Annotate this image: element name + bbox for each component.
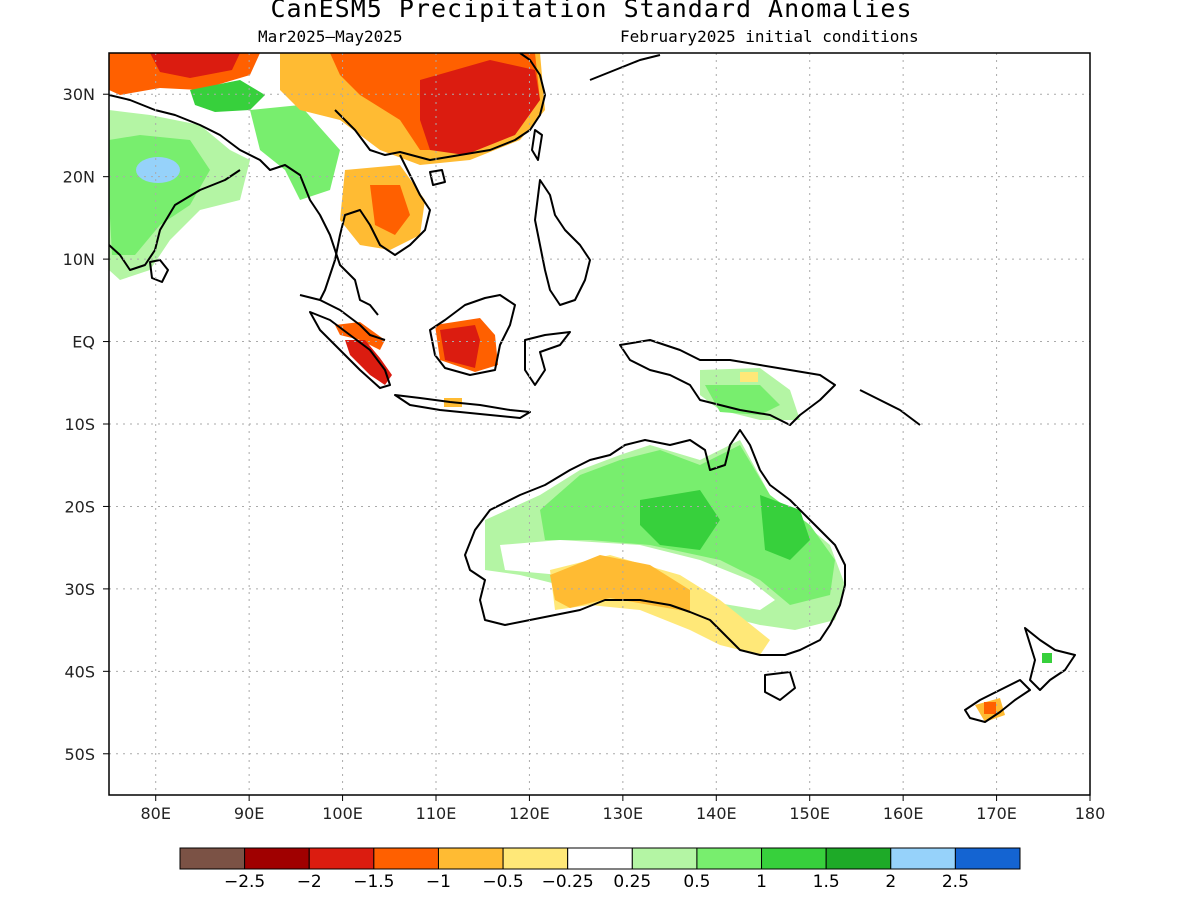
coastline-philippines bbox=[534, 179, 591, 306]
coastline-indochina bbox=[319, 154, 431, 301]
coastline-solomons bbox=[859, 389, 921, 426]
colorbar-label: 2.5 bbox=[942, 872, 969, 892]
lat-tick-label: 20S bbox=[64, 497, 95, 516]
lat-tick-label: 30N bbox=[63, 85, 95, 104]
coastline-taiwan bbox=[531, 129, 543, 161]
lat-tick-label: 30S bbox=[64, 580, 95, 599]
colorbar-label: −1.5 bbox=[353, 872, 394, 892]
coastline-nz-north bbox=[1024, 627, 1076, 691]
anomaly-china-driest bbox=[420, 60, 540, 155]
anomaly-himalaya-wet bbox=[190, 80, 265, 112]
colorbar-label: −0.5 bbox=[482, 872, 523, 892]
lat-tick-label: 40S bbox=[64, 662, 95, 681]
anomaly-sumatra-drier bbox=[345, 340, 392, 385]
colorbar-label: 0.25 bbox=[613, 872, 651, 892]
lon-tick-label: 140E bbox=[696, 804, 737, 823]
lat-tick-label: EQ bbox=[72, 333, 95, 352]
colorbar-label: −2.5 bbox=[224, 872, 265, 892]
lon-tick-label: 130E bbox=[603, 804, 644, 823]
anomaly-indochina-drier bbox=[370, 185, 410, 235]
coastline-nz-south bbox=[964, 679, 1031, 723]
colorbar-label: −2 bbox=[297, 872, 322, 892]
anomaly-borneo-drier bbox=[440, 325, 480, 368]
anomaly-burma-wet bbox=[250, 105, 340, 200]
coastlines bbox=[109, 53, 1076, 723]
axis-labels: 80E 90E 100E 110E 120E 130E 140E 150E 160E 170E 18… bbox=[63, 85, 1106, 823]
lon-tick-label: 110E bbox=[416, 804, 457, 823]
anomaly-india-wet-core bbox=[109, 135, 210, 255]
colorbar-swatch bbox=[308, 847, 375, 870]
lat-tick-label: 10N bbox=[63, 250, 95, 269]
colorbar-label: −0.25 bbox=[542, 872, 594, 892]
colorbar-swatch bbox=[761, 847, 827, 870]
colorbar: −2.5 −2 −1.5 −1 −0.5 −0.25 0.25 0.5 1 1.5 2 2.5 bbox=[179, 847, 1021, 892]
colorbar-swatch bbox=[631, 847, 698, 870]
coastline-sulawesi bbox=[524, 331, 571, 386]
anomaly-shading bbox=[109, 53, 1052, 722]
coastline-srilanka bbox=[149, 259, 169, 283]
coastline-china bbox=[334, 53, 546, 161]
colorbar-label: 1 bbox=[756, 872, 767, 892]
colorbar-swatch bbox=[954, 847, 1021, 870]
colorbar-swatch bbox=[373, 847, 439, 870]
lon-tick-label: 170E bbox=[976, 804, 1017, 823]
anomaly-australia-drier bbox=[550, 555, 690, 612]
colorbar-swatch bbox=[890, 847, 956, 870]
colorbar-swatch bbox=[567, 847, 633, 870]
lon-tick-label: 150E bbox=[789, 804, 830, 823]
colorbar-label: 0.5 bbox=[683, 872, 710, 892]
lat-tick-label: 20N bbox=[63, 168, 95, 187]
anomaly-sumatra-dry bbox=[335, 322, 385, 350]
gridlines bbox=[109, 53, 1090, 795]
colorbar-swatch bbox=[179, 847, 246, 870]
anomaly-tibet-drier bbox=[150, 53, 240, 78]
coastline-borneo bbox=[429, 294, 516, 376]
colorbar-swatch bbox=[437, 847, 504, 870]
anomaly-nz-wet bbox=[1042, 653, 1052, 663]
coastline-newguinea bbox=[619, 339, 836, 426]
anomaly-india-very-wet bbox=[136, 157, 180, 183]
colorbar-label: 1.5 bbox=[813, 872, 840, 892]
anomaly-nz-drier bbox=[984, 702, 996, 714]
coastline-india bbox=[109, 94, 379, 316]
coastline-tasmania bbox=[764, 671, 796, 701]
lat-tick-label: 50S bbox=[64, 745, 95, 764]
coastline-sumatra bbox=[309, 311, 391, 389]
lon-tick-label: 90E bbox=[234, 804, 264, 823]
colorbar-swatch bbox=[696, 847, 763, 870]
colorbar-swatch bbox=[502, 847, 569, 870]
coastline-java bbox=[394, 394, 531, 419]
colorbar-swatch bbox=[244, 847, 310, 870]
lon-tick-label: 120E bbox=[509, 804, 550, 823]
anomaly-queensland-wettest bbox=[760, 495, 810, 560]
initial-conditions: February2025 initial conditions bbox=[620, 27, 919, 46]
anomaly-newguinea-dry bbox=[740, 372, 758, 382]
map-title: CanESM5 Precipitation Standard Anomalies bbox=[270, 0, 913, 23]
colorbar-label: −1 bbox=[426, 872, 451, 892]
colorbar-label: 2 bbox=[885, 872, 896, 892]
coastline-hainan bbox=[429, 169, 446, 186]
coastline-malay bbox=[299, 294, 386, 341]
anomaly-newguinea-wetter bbox=[705, 385, 780, 415]
lat-tick-label: 10S bbox=[64, 415, 95, 434]
lon-tick-label: 160E bbox=[883, 804, 924, 823]
anomaly-australia-wettest bbox=[640, 490, 720, 550]
lon-tick-label: 80E bbox=[140, 804, 170, 823]
colorbar-swatch bbox=[825, 847, 892, 870]
lon-tick-label: 100E bbox=[322, 804, 363, 823]
forecast-period: Mar2025–May2025 bbox=[258, 27, 403, 46]
lon-tick-label: 180 bbox=[1075, 804, 1106, 823]
coastline-japan bbox=[589, 54, 661, 81]
